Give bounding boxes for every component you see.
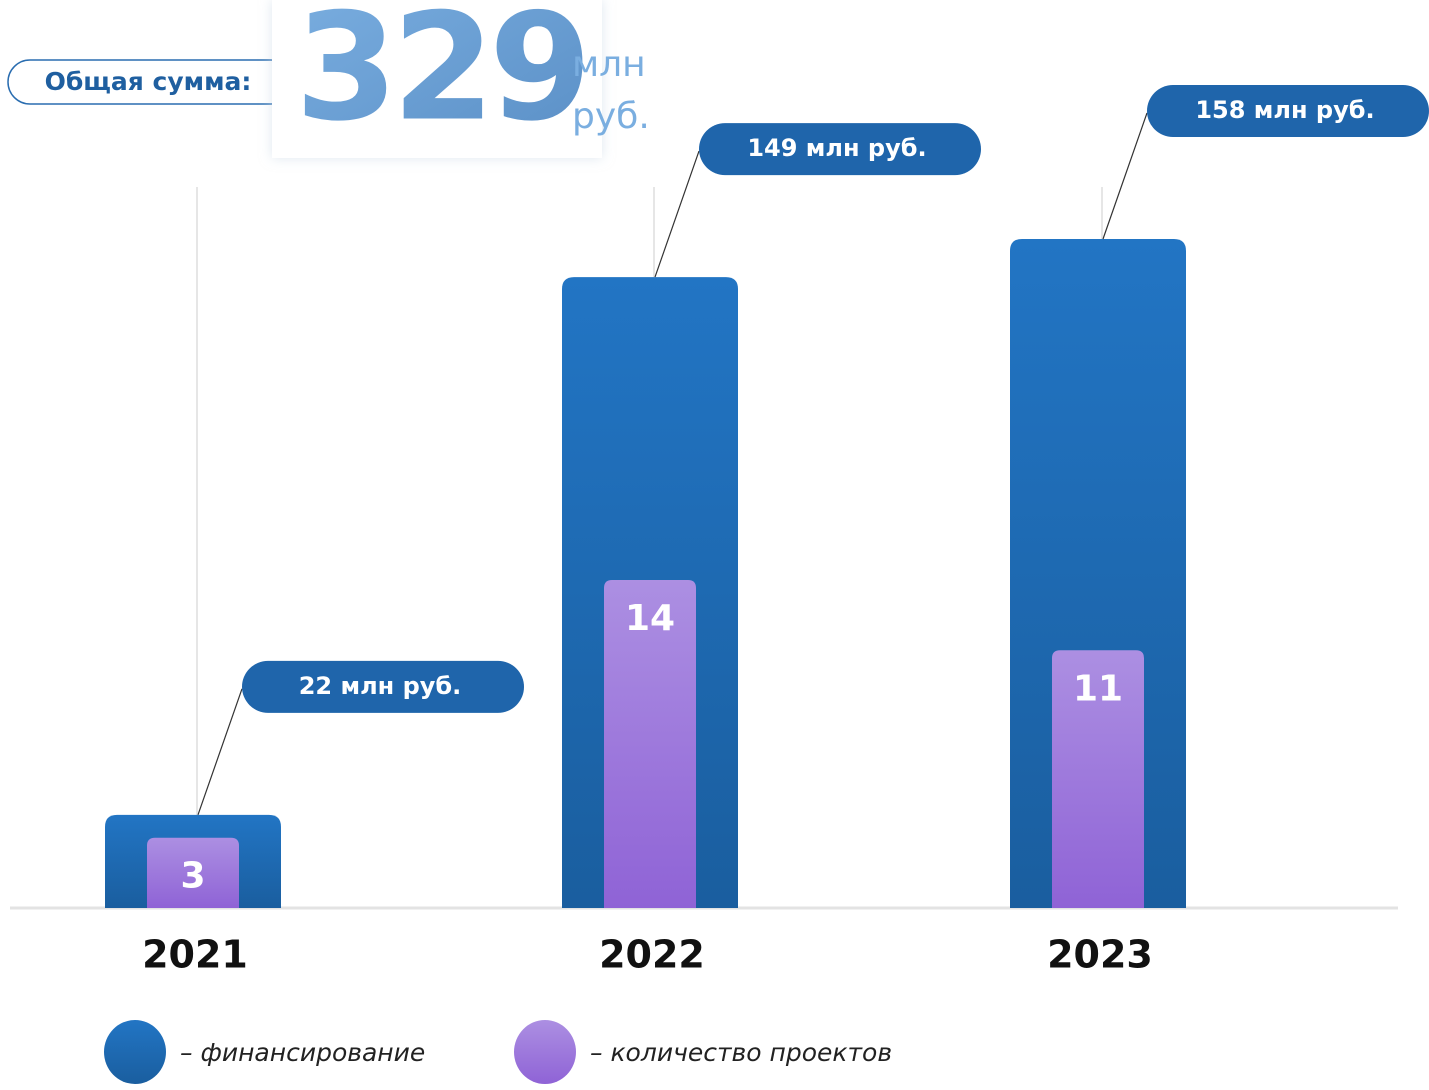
- legend-label: – количество проектов: [590, 1038, 892, 1067]
- title: Общая сумма:: [45, 67, 252, 96]
- x-tick-label: 2022: [599, 933, 705, 977]
- data-label: 149 млн руб.: [747, 134, 926, 162]
- bar: [147, 837, 239, 908]
- x-tick-label: 2023: [1047, 933, 1153, 977]
- data-label: 3: [180, 856, 205, 897]
- legend-swatch: [514, 1020, 576, 1084]
- total-unit: млн: [572, 44, 646, 85]
- callout: [699, 123, 981, 176]
- data-label: 11: [1073, 668, 1123, 709]
- bar: [1052, 650, 1144, 908]
- bar: [604, 580, 696, 908]
- data-label: 14: [625, 598, 675, 639]
- data-label: 158 млн руб.: [1195, 96, 1374, 124]
- total: 329: [295, 0, 586, 154]
- total-box: [272, 0, 602, 158]
- callout: [242, 660, 524, 713]
- total-unit: руб.: [572, 96, 650, 137]
- x-tick-label: 2021: [142, 933, 248, 977]
- leader-line: [197, 688, 243, 816]
- legend-label: – финансирование: [180, 1038, 425, 1067]
- leader-line: [654, 150, 700, 278]
- callout: [1147, 85, 1429, 137]
- legend-swatch: [104, 1020, 166, 1084]
- leader-line: [1102, 112, 1148, 240]
- data-label: 22 млн руб.: [299, 672, 462, 700]
